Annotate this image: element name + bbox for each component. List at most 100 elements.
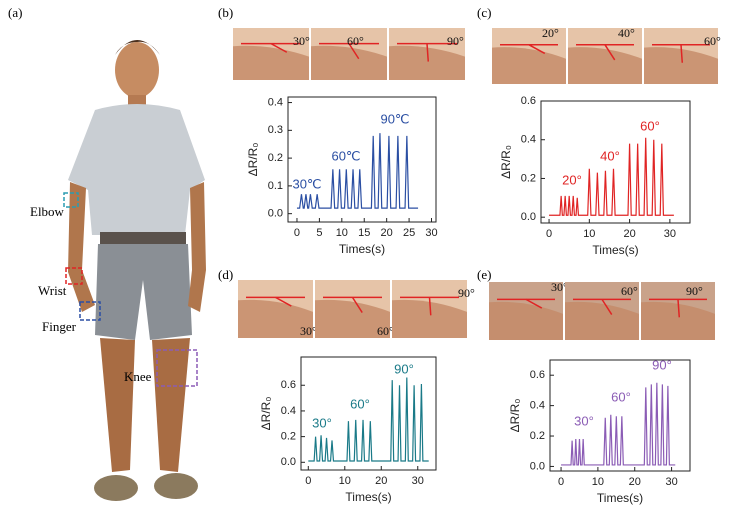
y-tick-label: 0.2 — [521, 172, 536, 184]
y-tick-label: 0.0 — [268, 208, 283, 220]
annotation: 60° — [640, 118, 660, 133]
plot-frame — [287, 96, 437, 223]
x-tick-label: 20 — [375, 475, 387, 487]
angle-line — [601, 298, 613, 315]
x-tick-label: 30 — [664, 228, 676, 240]
skin — [644, 47, 718, 84]
y-axis-label: ΔR/R₀ — [246, 143, 260, 177]
angle-line — [270, 42, 288, 53]
x-tick-label: 25 — [403, 227, 415, 239]
y-axis-label: ΔR/R₀ — [499, 145, 513, 179]
y-tick-label: 0.6 — [281, 379, 296, 391]
plot-frame — [540, 100, 691, 224]
y-tick-label: 0.0 — [530, 460, 545, 472]
photo-angle-label: 90° — [686, 284, 703, 298]
data-line — [308, 377, 429, 462]
annotation: 90° — [652, 357, 672, 372]
annotation: 90℃ — [380, 111, 409, 126]
x-tick-label: 0 — [305, 475, 311, 487]
photo-angle-label: 20° — [542, 26, 559, 40]
y-tick-label: 0.2 — [268, 152, 283, 164]
x-tick-label: 10 — [583, 228, 595, 240]
y-axis-label: ΔR/R₀ — [259, 397, 273, 431]
angle-line — [680, 44, 684, 63]
x-tick-label: 0 — [294, 227, 300, 239]
x-tick-label: 30 — [412, 475, 424, 487]
panel-label: (a) — [8, 5, 22, 20]
angle-line — [351, 296, 363, 313]
x-tick-label: 30 — [665, 476, 677, 488]
x-tick-label: 20 — [623, 228, 635, 240]
annotation: 90° — [394, 361, 414, 376]
photo-angle-label: 60° — [377, 324, 394, 338]
y-tick-label: 0.4 — [268, 96, 283, 108]
plot-frame — [300, 356, 437, 471]
x-tick-label: 30 — [425, 227, 437, 239]
x-axis-label: Times(s) — [592, 243, 638, 257]
photo-angle-label: 40° — [618, 26, 635, 40]
x-axis-label: Times(s) — [345, 490, 391, 504]
y-axis-label: ΔR/R₀ — [508, 399, 522, 433]
y-tick-label: 0.1 — [268, 180, 283, 192]
x-axis-label: Times(s) — [597, 491, 643, 505]
body-label: Knee — [124, 369, 152, 384]
annotation: 30℃ — [292, 176, 321, 191]
y-tick-label: 0.2 — [281, 431, 296, 443]
panel-label: (b) — [218, 5, 233, 20]
angle-line — [604, 44, 616, 61]
angle-line — [275, 296, 292, 307]
skin — [392, 299, 467, 338]
y-tick-label: 0.0 — [521, 211, 536, 223]
skin — [568, 47, 642, 84]
person-illustration — [63, 40, 206, 501]
body-label: Elbow — [30, 204, 65, 219]
angle-line — [525, 298, 543, 309]
angle-line — [428, 297, 432, 316]
body-label: Finger — [42, 319, 77, 334]
photo-angle-label: 90° — [458, 286, 475, 300]
panel-label: (e) — [477, 267, 491, 282]
y-tick-label: 0.4 — [521, 134, 536, 146]
annotation: 30° — [312, 415, 332, 430]
photo-angle-label: 30° — [293, 34, 310, 48]
x-tick-label: 0 — [546, 228, 552, 240]
data-line — [561, 382, 676, 466]
y-tick-label: 0.3 — [268, 124, 283, 136]
annotation: 60° — [350, 396, 370, 411]
annotation: 60° — [611, 389, 631, 404]
x-tick-label: 20 — [629, 476, 641, 488]
y-tick-label: 0.0 — [281, 456, 296, 468]
photo-angle-label: 60° — [621, 284, 638, 298]
y-tick-label: 0.6 — [521, 95, 536, 107]
skin — [311, 45, 387, 80]
x-tick-label: 0 — [558, 476, 564, 488]
annotation: 30° — [574, 413, 594, 428]
y-tick-label: 0.6 — [530, 369, 545, 381]
x-tick-label: 15 — [358, 227, 370, 239]
x-tick-label: 5 — [316, 227, 322, 239]
x-tick-label: 10 — [592, 476, 604, 488]
skin — [641, 301, 715, 340]
data-line — [296, 133, 419, 209]
angle-line — [677, 299, 681, 318]
angle-line — [528, 44, 546, 55]
angle-line — [348, 43, 360, 60]
panel-label: (d) — [218, 267, 233, 282]
skin — [233, 45, 309, 80]
photo-angle-label: 30° — [551, 280, 568, 294]
photo-angle-label: 60° — [704, 34, 721, 48]
body-label: Wrist — [38, 283, 67, 298]
y-tick-label: 0.2 — [530, 430, 545, 442]
annotation: 20° — [562, 172, 582, 187]
photo-angle-label: 90° — [447, 34, 464, 48]
y-tick-label: 0.4 — [281, 405, 296, 417]
x-tick-label: 10 — [336, 227, 348, 239]
skin — [389, 45, 465, 80]
skin — [489, 301, 563, 340]
panel-label: (c) — [477, 5, 491, 20]
skin — [492, 47, 566, 84]
x-tick-label: 10 — [339, 475, 351, 487]
plot-frame — [549, 359, 691, 472]
data-line — [549, 137, 674, 216]
